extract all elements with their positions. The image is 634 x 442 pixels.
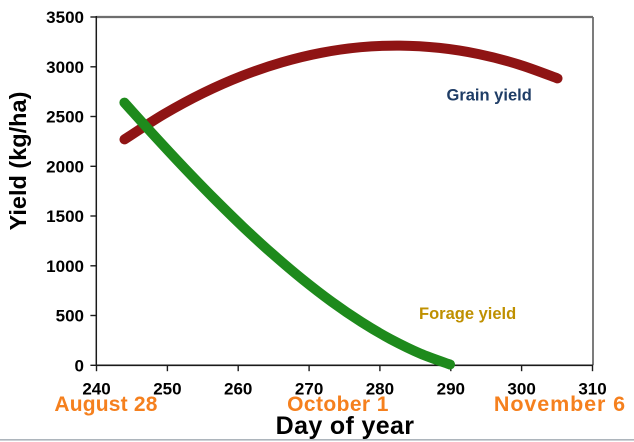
- svg-text:Yield (kg/ha): Yield (kg/ha): [5, 92, 31, 231]
- svg-text:280: 280: [366, 379, 394, 398]
- svg-text:Grain yield: Grain yield: [447, 87, 532, 105]
- svg-text:260: 260: [224, 379, 252, 398]
- svg-text:270: 270: [295, 379, 323, 398]
- svg-text:Forage yield: Forage yield: [419, 305, 516, 323]
- svg-text:290: 290: [437, 379, 465, 398]
- svg-text:Day of year: Day of year: [276, 412, 415, 440]
- svg-text:300: 300: [507, 379, 535, 398]
- svg-text:2500: 2500: [46, 108, 84, 127]
- svg-text:3000: 3000: [46, 58, 84, 77]
- svg-text:October 1: October 1: [287, 393, 389, 416]
- svg-text:3500: 3500: [46, 8, 84, 27]
- svg-text:310: 310: [578, 379, 606, 398]
- svg-text:November 6: November 6: [494, 392, 626, 416]
- svg-text:August 28: August 28: [54, 393, 157, 416]
- svg-text:1500: 1500: [46, 207, 84, 226]
- svg-text:500: 500: [56, 307, 84, 326]
- svg-text:0: 0: [75, 356, 84, 375]
- svg-text:240: 240: [82, 379, 110, 398]
- svg-text:2000: 2000: [46, 157, 84, 176]
- svg-text:1000: 1000: [46, 257, 84, 276]
- svg-text:250: 250: [153, 379, 181, 398]
